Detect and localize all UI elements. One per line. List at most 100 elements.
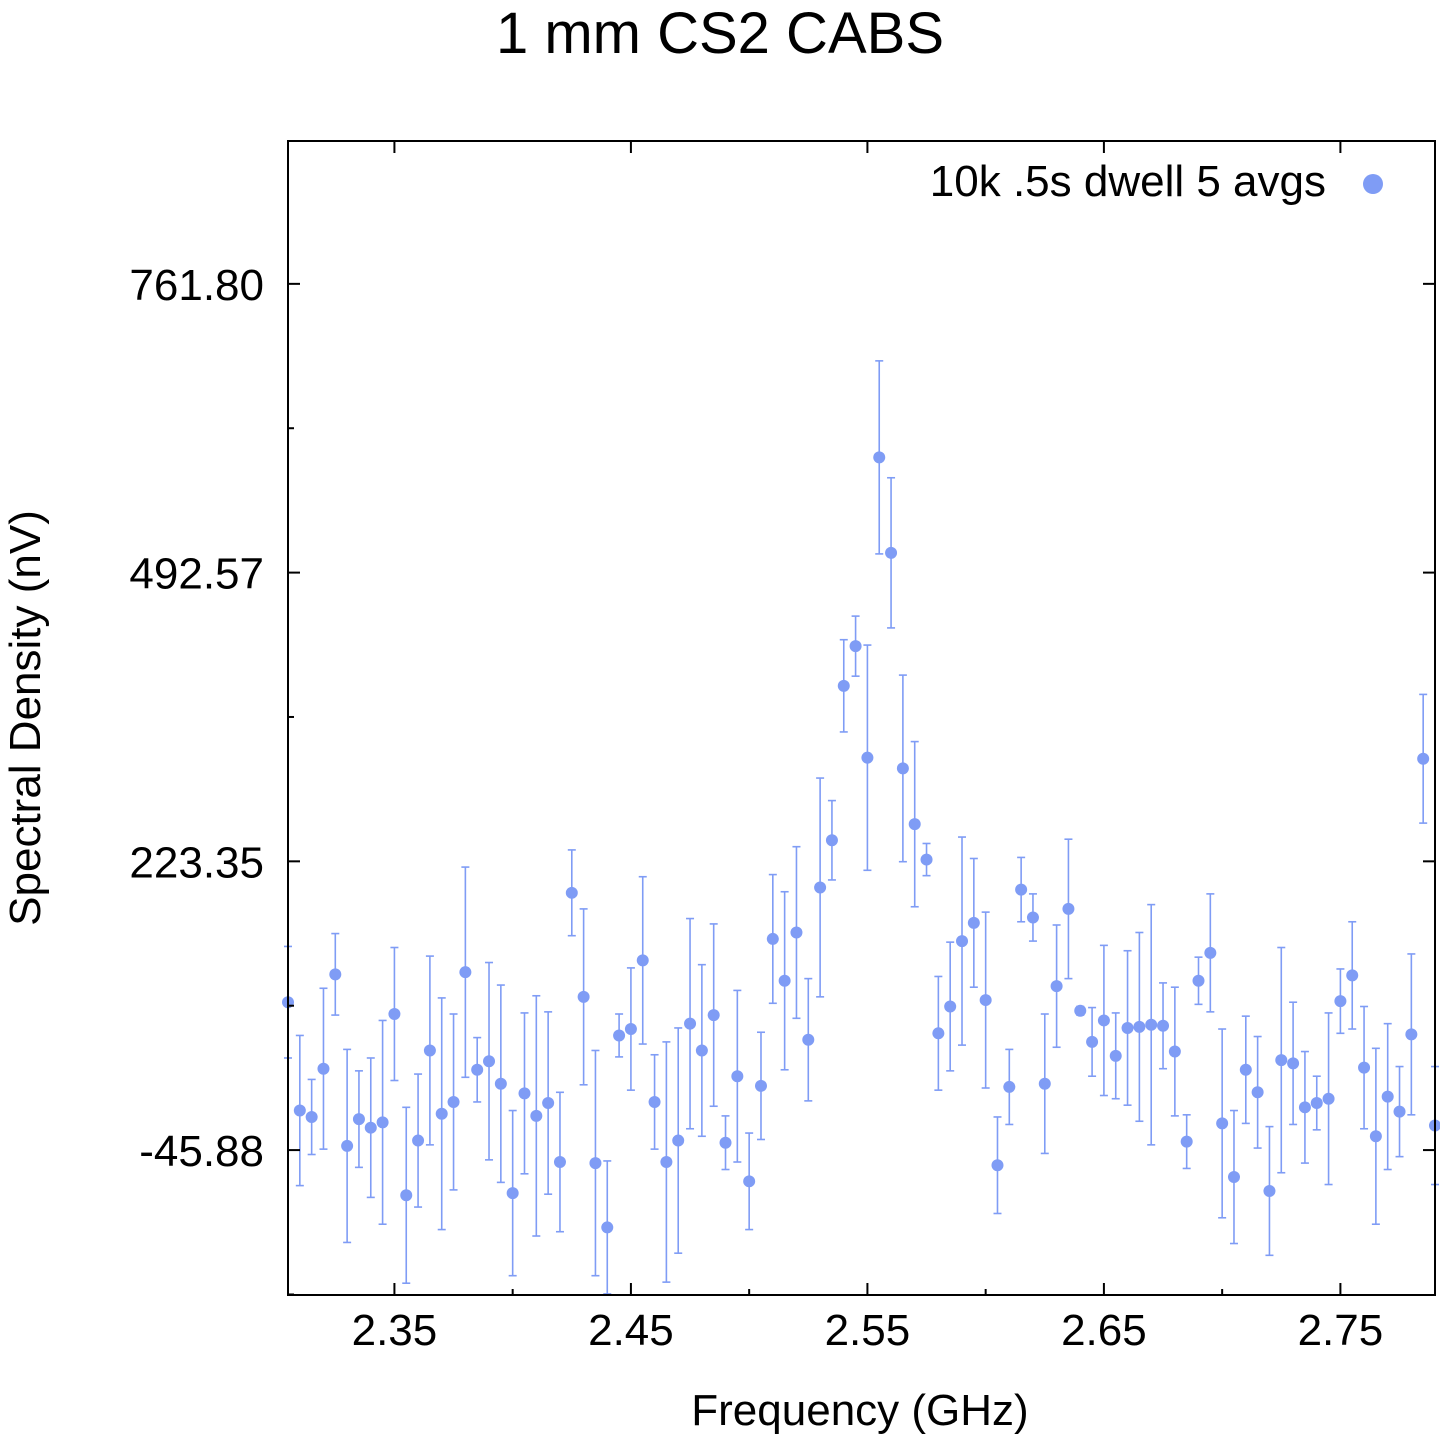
data-point (376, 1116, 389, 1129)
data-point (1405, 1028, 1418, 1041)
data-point (1239, 1063, 1252, 1076)
data-point (1003, 1080, 1016, 1093)
data-point (1097, 1014, 1110, 1027)
data-point (1204, 946, 1217, 959)
x-tick-label: 2.65 (1061, 1306, 1147, 1355)
data-point (1393, 1105, 1406, 1118)
data-point (400, 1189, 413, 1202)
data-point (1287, 1057, 1300, 1070)
data-point (1086, 1035, 1099, 1048)
data-point (1358, 1061, 1371, 1074)
data-point (601, 1221, 614, 1234)
y-tick-label: 761.80 (129, 261, 264, 310)
data-point (707, 1009, 720, 1022)
data-point (814, 881, 827, 894)
data-point (1062, 902, 1075, 915)
data-point (932, 1027, 945, 1040)
data-point (908, 818, 921, 831)
data-point (1227, 1171, 1240, 1184)
data-point (553, 1156, 566, 1169)
data-point (589, 1157, 602, 1170)
data-point (1381, 1090, 1394, 1103)
x-tick-label: 2.55 (825, 1306, 911, 1355)
plot-area: 2.35 2.45 2.55 2.65 2.75 -45.88 223.35 492.57 7… (129, 140, 1440, 1355)
data-point (695, 1044, 708, 1057)
data-point (1298, 1101, 1311, 1114)
y-tick-label: -45.88 (139, 1127, 264, 1176)
data-point (1369, 1130, 1382, 1143)
data-point (849, 640, 862, 653)
data-point (885, 546, 898, 559)
x-axis-label: Frequency (GHz) (691, 1386, 1028, 1435)
data-point (613, 1029, 626, 1042)
data-point (873, 451, 886, 464)
x-tick-label: 2.35 (352, 1306, 438, 1355)
data-point (920, 853, 933, 866)
data-point (1216, 1117, 1229, 1130)
data-point (459, 966, 472, 979)
data-point (483, 1055, 496, 1068)
x-axis-ticks: 2.35 2.45 2.55 2.65 2.75 (352, 141, 1383, 1355)
data-point (1109, 1049, 1122, 1062)
data-point (341, 1139, 354, 1152)
y-tick-label: 223.35 (129, 838, 264, 887)
data-point (1417, 752, 1430, 765)
data-point (1050, 980, 1063, 993)
data-point (388, 1008, 401, 1021)
data-point (636, 954, 649, 967)
data-point (471, 1063, 484, 1076)
data-point (967, 916, 980, 929)
data-point (447, 1095, 460, 1108)
data-point (837, 679, 850, 692)
data-point (731, 1070, 744, 1083)
data-point (494, 1077, 507, 1090)
data-points (282, 451, 1440, 1234)
data-point (293, 1104, 306, 1117)
data-point (412, 1134, 425, 1147)
data-point (861, 751, 874, 764)
data-point (956, 935, 969, 948)
data-point (1145, 1018, 1158, 1031)
data-point (648, 1095, 661, 1108)
data-point (754, 1079, 767, 1092)
data-point (1121, 1021, 1134, 1034)
data-point (778, 974, 791, 987)
y-axis-ticks: -45.88 223.35 492.57 761.80 (129, 261, 1435, 1296)
data-point (719, 1136, 732, 1149)
data-point (1026, 911, 1039, 924)
legend-label: 10k .5s dwell 5 avgs (930, 157, 1326, 206)
data-point (790, 926, 803, 939)
data-point (1263, 1184, 1276, 1197)
data-point (766, 932, 779, 945)
data-point (672, 1134, 685, 1147)
data-point (1322, 1092, 1335, 1105)
data-point (743, 1175, 756, 1188)
data-point (1168, 1045, 1181, 1058)
data-point (979, 994, 992, 1007)
data-point (435, 1107, 448, 1120)
data-point (565, 886, 578, 899)
data-point (1310, 1097, 1323, 1110)
data-point (577, 990, 590, 1003)
plot-frame (287, 140, 1436, 1296)
data-point (1038, 1077, 1051, 1090)
data-point (518, 1087, 531, 1100)
data-point (352, 1113, 365, 1126)
data-point (1074, 1004, 1087, 1017)
data-point (329, 968, 342, 981)
data-point (1015, 883, 1028, 896)
data-point (802, 1033, 815, 1046)
chart-title: 1 mm CS2 CABS (496, 1, 944, 66)
legend-marker (1363, 174, 1383, 194)
data-point (542, 1097, 555, 1110)
data-point (530, 1109, 543, 1122)
x-tick-label: 2.45 (588, 1306, 674, 1355)
legend: 10k .5s dwell 5 avgs (930, 157, 1383, 206)
data-point (1192, 974, 1205, 987)
data-point (423, 1044, 436, 1057)
data-point (991, 1159, 1004, 1172)
y-tick-label: 492.57 (129, 550, 264, 599)
data-point (825, 834, 838, 847)
data-point (1275, 1054, 1288, 1067)
